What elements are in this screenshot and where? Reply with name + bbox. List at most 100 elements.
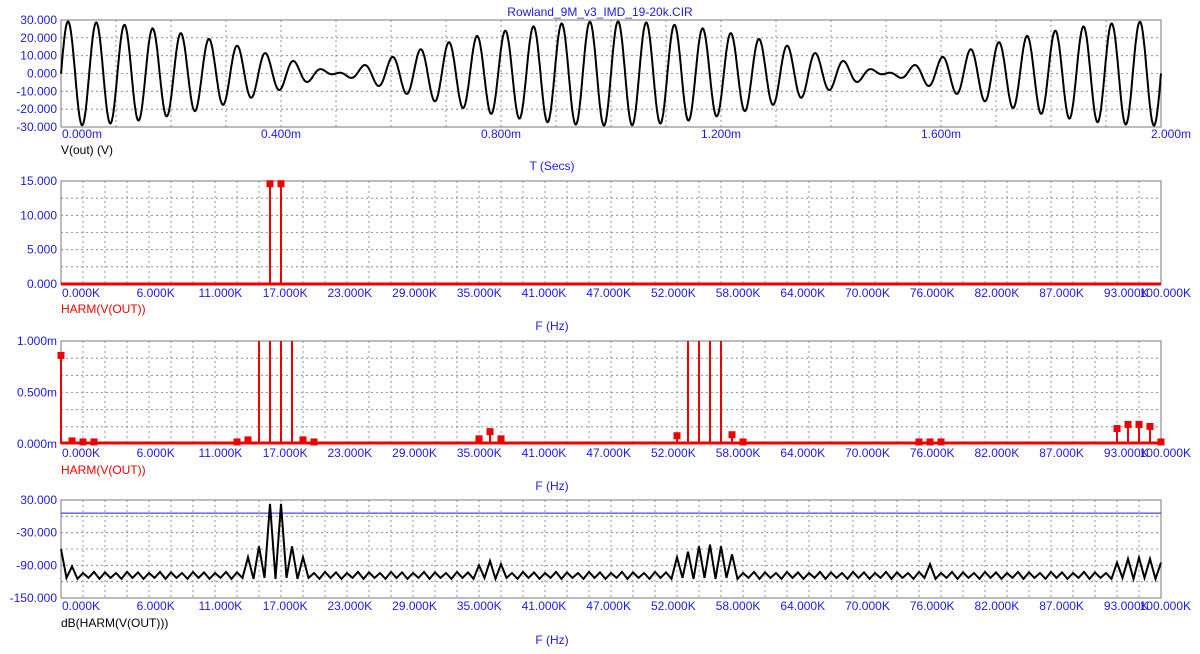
x-tick-label: 0.000m [62, 127, 102, 141]
x-tick-label: 41.000K [522, 446, 567, 460]
x-tick-label: 11.000K [198, 286, 242, 300]
harm-marker [1146, 422, 1154, 430]
harm-marker [233, 438, 241, 446]
x-tick-label: 47.000K [586, 286, 631, 300]
harm-marker [915, 438, 923, 446]
y-tick-label: -20.000 [16, 102, 57, 116]
x-tick-label: 0.800m [481, 127, 521, 141]
x-tick-label: 64.000K [780, 446, 825, 460]
x-tick-label: 58.000K [716, 286, 761, 300]
x-axis-label: F (Hz) [535, 633, 568, 647]
harm-marker [299, 436, 307, 444]
x-tick-label: 6.000K [137, 599, 175, 613]
x-tick-label: 93.000K [1104, 446, 1149, 460]
x-tick-label: 17.000K [263, 446, 308, 460]
x-tick-label: 93.000K [1104, 599, 1149, 613]
harm-marker [68, 437, 76, 445]
y-tick-label: 0.500m [17, 386, 57, 400]
x-tick-label: 29.000K [392, 446, 437, 460]
x-tick-label: 0.000K [62, 446, 100, 460]
harm-marker [244, 436, 252, 444]
y-tick-label: 20.000 [20, 31, 57, 45]
harm-marker [79, 438, 87, 446]
x-tick-label: 58.000K [716, 446, 761, 460]
x-tick-label: 76.000K [910, 286, 955, 300]
x-tick-label: 64.000K [780, 599, 825, 613]
x-tick-label: 1.600m [921, 127, 961, 141]
y-tick-label: 0.000m [17, 437, 57, 451]
x-tick-label: 58.000K [716, 599, 761, 613]
harm-marker [926, 438, 934, 446]
y-tick-label: 30.000 [20, 13, 57, 27]
x-tick-label: 47.000K [586, 446, 631, 460]
x-tick-label: 70.000K [845, 599, 890, 613]
x-tick-label: 29.000K [392, 599, 437, 613]
x-tick-label: 0.000K [62, 599, 100, 613]
x-tick-label: 35.000K [457, 599, 502, 613]
harm-marker [1113, 425, 1121, 433]
x-tick-label: 17.000K [263, 286, 308, 300]
panel-harm-zoomed: 1.000m 0.500m 0.000m 0.000K 6.000K 11.000K 17.… [17, 334, 1191, 493]
x-tick-label: 70.000K [845, 286, 890, 300]
y-tick-label: -150.000 [10, 591, 58, 605]
x-tick-label: 2.000m [1151, 127, 1191, 141]
x-tick-label: 82.000K [975, 599, 1020, 613]
trace-label: dB(HARM(V(OUT))) [61, 616, 168, 630]
x-tick-label: 76.000K [910, 446, 955, 460]
harm-marker [1124, 420, 1132, 428]
harm-marker [277, 180, 285, 188]
y-tick-label: 10.000 [20, 208, 57, 222]
harm-marker [739, 438, 747, 446]
x-tick-label: 23.000K [327, 286, 372, 300]
y-tick-label: 0.000 [27, 67, 57, 81]
y-tick-label: 0.000 [27, 277, 57, 291]
trace-label: HARM(V(OUT)) [61, 302, 146, 316]
x-axis-label: T (Secs) [529, 159, 574, 173]
x-tick-label: 100.000K [1140, 286, 1191, 300]
harm-marker [937, 438, 945, 446]
harm-marker [728, 431, 736, 439]
y-tick-label: -30.000 [16, 526, 57, 540]
x-tick-label: 87.000K [1039, 446, 1084, 460]
y-tick-label: 30.000 [20, 493, 57, 507]
series-line-db [60, 503, 1162, 583]
x-tick-label: 41.000K [522, 286, 567, 300]
y-tick-label: 15.000 [20, 174, 57, 188]
x-tick-label: 0.400m [261, 127, 301, 141]
x-tick-label: 6.000K [137, 286, 175, 300]
harm-marker [90, 438, 98, 446]
harm-marker [57, 351, 65, 359]
panel-harm-linear: 15.000 10.000 5.000 0.000 0.000K 6.000K 11.000… [20, 174, 1191, 333]
trace-label: HARM(V(OUT)) [61, 463, 146, 477]
x-tick-label: 52.000K [651, 286, 696, 300]
x-tick-label: 87.000K [1039, 286, 1084, 300]
y-tick-label: 10.000 [20, 49, 57, 63]
harm-marker [1157, 438, 1165, 446]
harm-marker [310, 438, 318, 446]
y-tick-label: -10.000 [16, 84, 57, 98]
panel-harm-db: 30.000 -30.000 -90.000 -150.000 0.000K 6.000K… [10, 493, 1191, 647]
x-tick-label: 87.000K [1039, 599, 1084, 613]
harm-marker [497, 435, 505, 443]
x-tick-label: 47.000K [586, 599, 631, 613]
x-tick-label: 29.000K [392, 286, 437, 300]
x-tick-label: 52.000K [651, 599, 696, 613]
x-tick-label: 41.000K [522, 599, 567, 613]
x-tick-label: 52.000K [651, 446, 696, 460]
y-tick-label: 5.000 [27, 243, 57, 257]
harm-marker [1135, 420, 1143, 428]
x-tick-label: 64.000K [780, 286, 825, 300]
series-line-vout [60, 20, 1162, 127]
x-axis-label: F (Hz) [535, 319, 568, 333]
x-tick-label: 70.000K [845, 446, 890, 460]
x-tick-label: 35.000K [457, 446, 502, 460]
x-tick-label: 100.000K [1140, 446, 1191, 460]
harm-marker [486, 428, 494, 436]
x-tick-label: 76.000K [910, 599, 955, 613]
harm-marker [673, 432, 681, 440]
x-tick-label: 100.000K [1140, 599, 1191, 613]
y-tick-label: -90.000 [16, 558, 57, 572]
x-axis-label: F (Hz) [535, 479, 568, 493]
chart-title: Rowland_9M_v3_IMD_19-20k.CIR [507, 5, 693, 19]
